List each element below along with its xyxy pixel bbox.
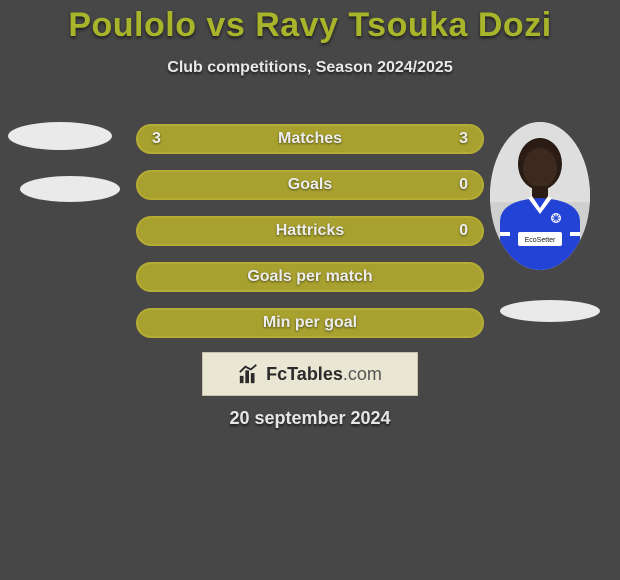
player-right-shadow <box>500 300 600 322</box>
brand-name: FcTables <box>266 364 343 384</box>
stat-label: Hattricks <box>276 222 344 240</box>
stat-right-value: 0 <box>459 222 468 240</box>
bar-chart-icon <box>238 363 260 385</box>
page-title: Poulolo vs Ravy Tsouka Dozi <box>0 0 620 45</box>
player-photo-icon: EcoSetter <box>490 122 590 270</box>
stat-right-value: 3 <box>459 130 468 148</box>
svg-text:EcoSetter: EcoSetter <box>525 237 556 244</box>
brand-text: FcTables.com <box>266 364 382 385</box>
stat-label: Goals <box>288 176 332 194</box>
stat-right-value: 0 <box>459 176 468 194</box>
stat-label: Goals per match <box>247 268 372 286</box>
stat-row-matches: 3 Matches 3 <box>136 124 484 154</box>
stat-row-min-per-goal: Min per goal <box>136 308 484 338</box>
brand-plate: FcTables.com <box>202 352 418 396</box>
stat-row-hattricks: Hattricks 0 <box>136 216 484 246</box>
stat-label: Matches <box>278 130 342 148</box>
date-text: 20 september 2024 <box>0 408 620 429</box>
player-left-avatar-placeholder <box>8 122 112 212</box>
subtitle: Club competitions, Season 2024/2025 <box>0 59 620 77</box>
stat-left-value: 3 <box>152 130 161 148</box>
player-right-avatar: EcoSetter <box>490 122 590 270</box>
stat-row-goals: Goals 0 <box>136 170 484 200</box>
stat-row-goals-per-match: Goals per match <box>136 262 484 292</box>
stat-label: Min per goal <box>263 314 357 332</box>
brand-tld: .com <box>343 364 382 384</box>
stats-bars: 3 Matches 3 Goals 0 Hattricks 0 Goals pe… <box>136 124 484 354</box>
